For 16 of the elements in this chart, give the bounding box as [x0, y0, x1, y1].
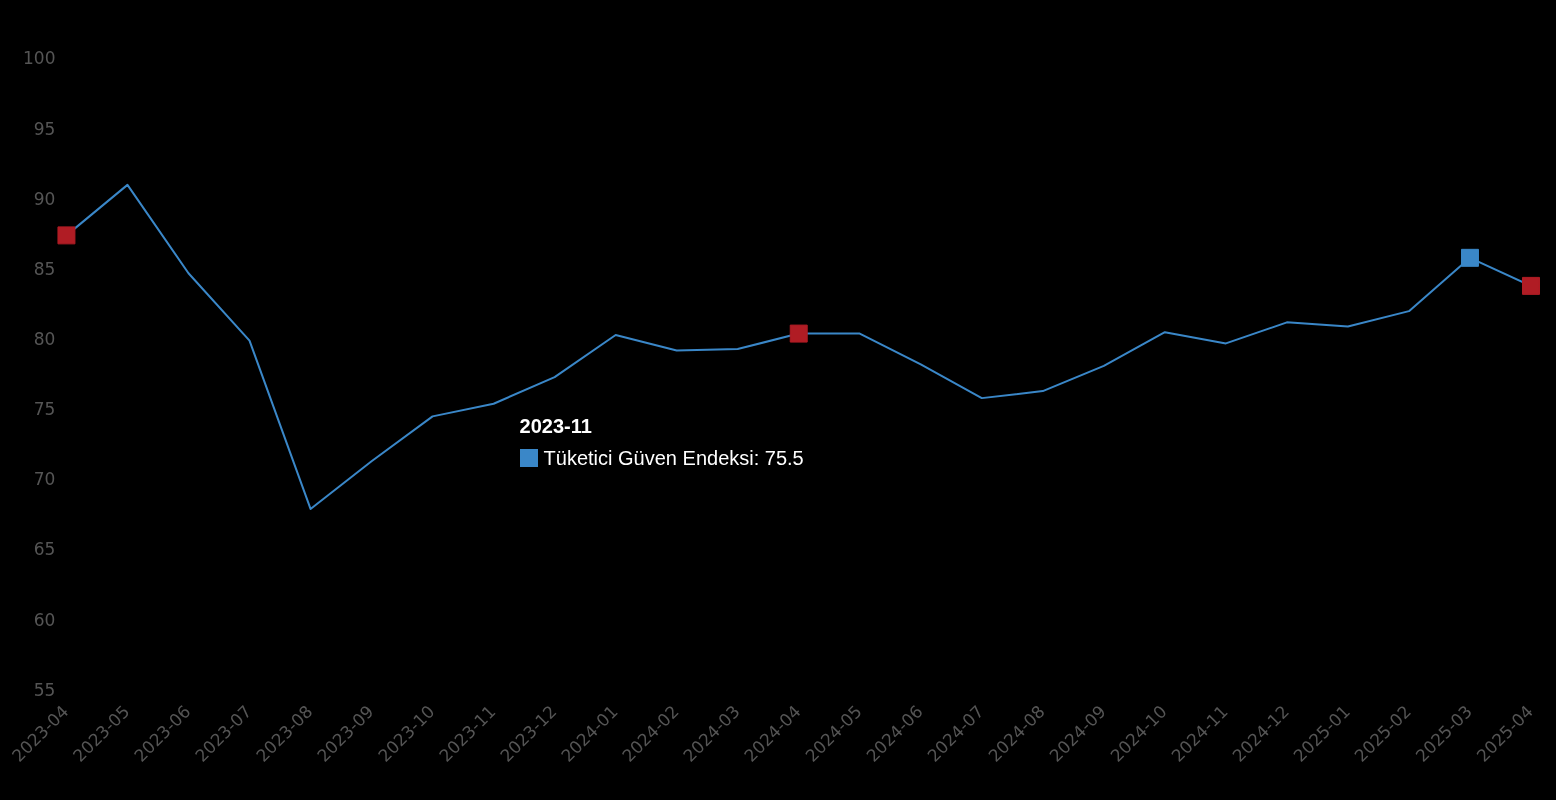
point — [1522, 276, 1540, 295]
y-tick-label: 65 — [33, 539, 56, 560]
annotation: Tüketici Güven Endeksi: 75.5 — [542, 445, 804, 470]
y-tick-label: 75 — [33, 399, 56, 420]
point — [57, 226, 76, 245]
point — [789, 324, 808, 343]
point — [1460, 248, 1479, 267]
y-tick-label: 100 — [22, 48, 56, 69]
y-tick-label: 85 — [33, 258, 56, 279]
annotation: 2023-11 — [519, 413, 592, 438]
y-tick-label: 60 — [33, 609, 56, 630]
y-tick-label: 55 — [33, 679, 56, 700]
y-tick-label: 95 — [33, 118, 56, 139]
y-tick-label: 70 — [33, 469, 56, 490]
y-tick-label: 80 — [33, 329, 56, 350]
y-tick-label: 90 — [33, 188, 56, 209]
